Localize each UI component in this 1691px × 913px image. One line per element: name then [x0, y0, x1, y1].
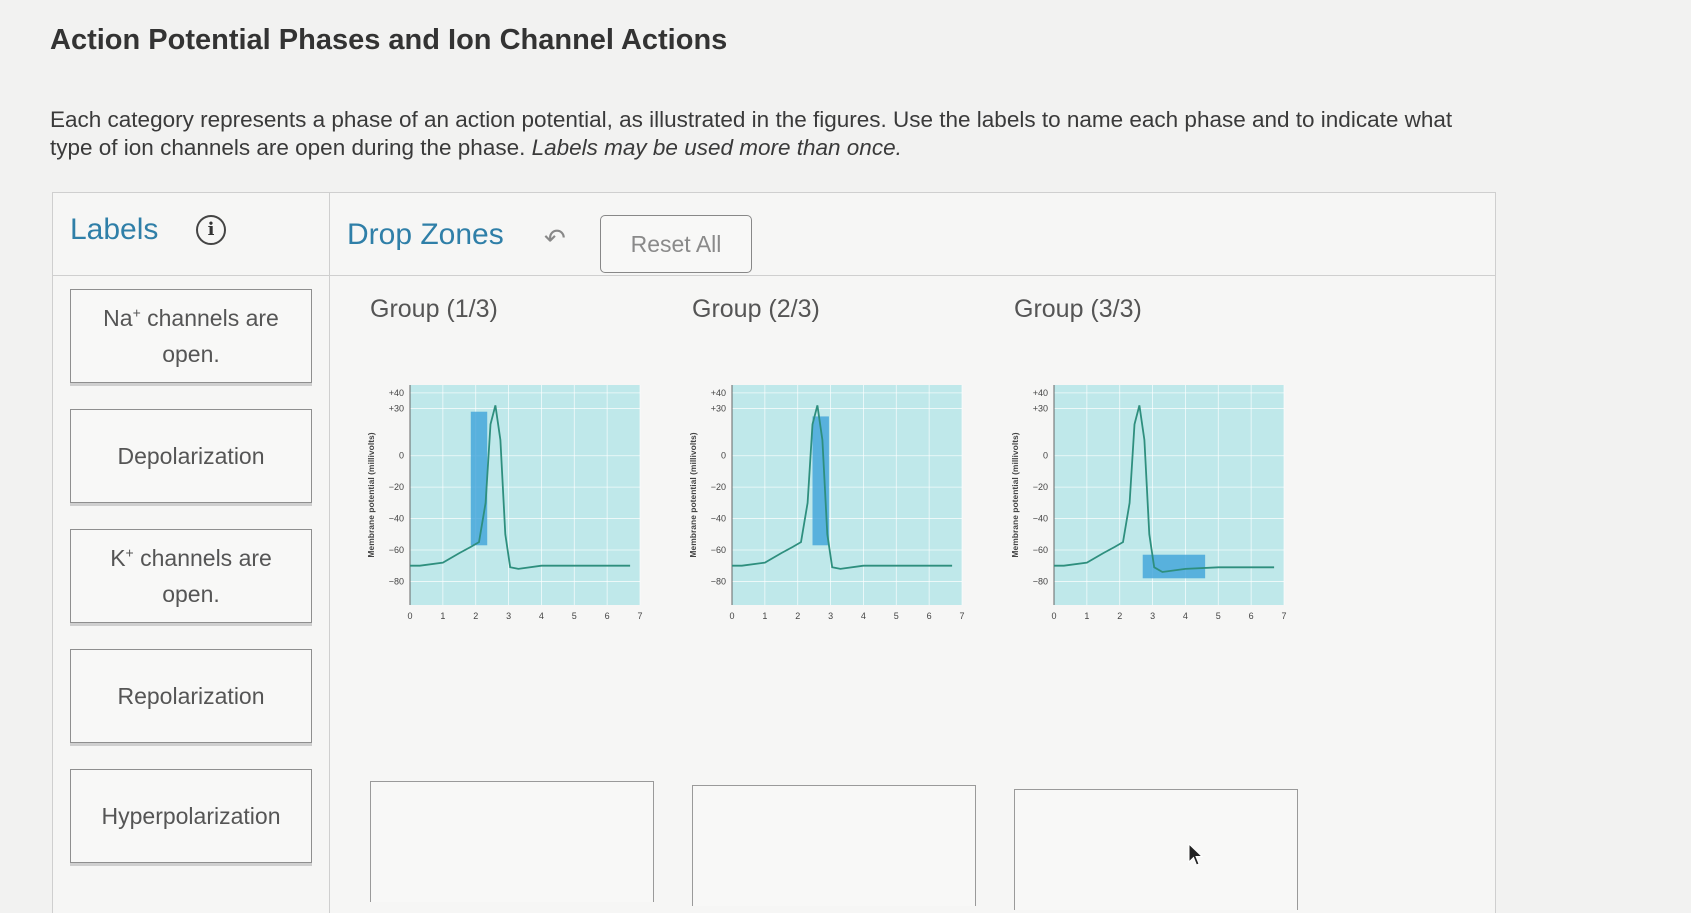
- y-tick-label: 0: [1043, 451, 1048, 461]
- undo-arrow-icon[interactable]: ↶: [544, 223, 566, 253]
- plot-area: [410, 385, 640, 605]
- activity-panel: Labels i Na+ channels are open. Depolari…: [52, 192, 1496, 913]
- x-tick-label: 6: [927, 611, 932, 621]
- x-tick-label: 1: [1084, 611, 1089, 621]
- chart-group-2: +40+300−20−40−60−8001234567MillisecondsM…: [688, 385, 965, 621]
- ion-charge: +: [125, 544, 134, 561]
- phase-highlight: [470, 411, 488, 546]
- x-tick-label: 7: [959, 611, 964, 621]
- x-tick-label: 5: [894, 611, 899, 621]
- ion-symbol: K: [110, 545, 126, 571]
- drop-zone-group-1[interactable]: [370, 781, 654, 902]
- x-tick-label: 7: [637, 611, 642, 621]
- mouse-cursor-icon: [1188, 843, 1204, 866]
- drop-zones-heading: Drop Zones: [347, 218, 504, 251]
- x-tick-label: 1: [762, 611, 767, 621]
- chart-group-3: +40+300−20−40−60−8001234567MillisecondsM…: [1010, 385, 1287, 621]
- label-depolarization[interactable]: Depolarization: [70, 409, 312, 503]
- info-icon[interactable]: i: [196, 215, 226, 245]
- group-title: Group (2/3): [692, 295, 820, 323]
- x-tick-label: 5: [1216, 611, 1221, 621]
- label-repolarization[interactable]: Repolarization: [70, 649, 312, 743]
- y-tick-label: −40: [1033, 514, 1048, 524]
- x-tick-label: 0: [729, 611, 734, 621]
- y-tick-label: −20: [711, 482, 726, 492]
- y-tick-label: −80: [1033, 576, 1048, 586]
- drop-zones-header: Drop Zones ↶ Reset All: [330, 193, 1495, 276]
- membrane-potential-line: [1054, 405, 1275, 573]
- y-tick-label: +40: [1033, 388, 1048, 398]
- label-na-channels-open[interactable]: Na+ channels are open.: [70, 289, 312, 383]
- plot-area: [732, 385, 962, 605]
- y-tick-label: −60: [1033, 545, 1048, 555]
- y-tick-label: −20: [389, 482, 404, 492]
- x-tick-label: 6: [1249, 611, 1254, 621]
- label-rest: channels are open.: [140, 305, 279, 367]
- y-tick-label: −80: [389, 576, 404, 586]
- label-k-channels-open[interactable]: K+ channels are open.: [70, 529, 312, 623]
- phase-highlight: [1142, 554, 1206, 579]
- labels-header: Labels i: [53, 193, 329, 276]
- y-tick-label: +40: [389, 388, 404, 398]
- phase-highlight: [812, 416, 829, 546]
- x-tick-label: 1: [440, 611, 445, 621]
- x-tick-label: 4: [1183, 611, 1188, 621]
- x-tick-label: 4: [539, 611, 544, 621]
- x-tick-label: 0: [407, 611, 412, 621]
- label-text: Hyperpolarization: [101, 803, 281, 829]
- y-axis-label: Membrane potential (millivolts): [688, 432, 698, 557]
- instructions-text: Each category represents a phase of an a…: [50, 107, 1453, 160]
- x-tick-label: 2: [1117, 611, 1122, 621]
- label-text: Repolarization: [117, 683, 265, 709]
- y-tick-label: −60: [389, 545, 404, 555]
- page-title: Action Potential Phases and Ion Channel …: [50, 24, 728, 56]
- drop-zones-area: Drop Zones ↶ Reset All Group (1/3) +40 +3…: [330, 193, 1495, 913]
- x-tick-label: 2: [795, 611, 800, 621]
- drop-zone-group-2[interactable]: [692, 785, 976, 906]
- group-2: Group (2/3) +40 +30 0 −20 −40 −60 −80 0 1 2 3 4 5 6 7 M…: [688, 295, 992, 621]
- y-tick-label: +30: [389, 404, 404, 414]
- instructions-note: Labels may be used more than once.: [531, 135, 902, 160]
- x-tick-label: 6: [605, 611, 610, 621]
- y-axis-label: Membrane potential (millivolts): [1010, 432, 1020, 557]
- label-hyperpolarization[interactable]: Hyperpolarization: [70, 769, 312, 863]
- y-tick-label: −20: [1033, 482, 1048, 492]
- chart-group-1: +40+300−20−40−60−8001234567MillisecondsM…: [366, 385, 643, 621]
- x-tick-label: 4: [861, 611, 866, 621]
- label-rest: channels are open.: [133, 545, 272, 607]
- group-3: Group (3/3) +40 +30 0 −20 −40 −60 −80 0 1 2 3 4 5 6 7 M…: [1010, 295, 1314, 621]
- labels-heading: Labels: [70, 213, 159, 246]
- y-tick-label: −80: [711, 576, 726, 586]
- drop-zone-group-3[interactable]: [1014, 789, 1298, 910]
- instructions: Each category represents a phase of an a…: [50, 106, 1490, 162]
- ion-charge: +: [132, 304, 141, 321]
- label-text: K+ channels are open.: [91, 540, 291, 612]
- label-text: Depolarization: [117, 443, 265, 469]
- y-tick-label: −60: [711, 545, 726, 555]
- group-title: Group (3/3): [1014, 295, 1142, 323]
- y-tick-label: −40: [711, 514, 726, 524]
- y-tick-label: +30: [1033, 404, 1048, 414]
- ion-symbol: Na: [103, 305, 133, 331]
- labels-column: Labels i Na+ channels are open. Depolari…: [53, 193, 330, 913]
- y-tick-label: −40: [389, 514, 404, 524]
- y-axis-label: Membrane potential (millivolts): [366, 432, 376, 557]
- y-tick-label: 0: [399, 451, 404, 461]
- x-tick-label: 0: [1051, 611, 1056, 621]
- y-tick-label: +30: [711, 404, 726, 414]
- x-tick-label: 7: [1281, 611, 1286, 621]
- x-tick-label: 3: [506, 611, 511, 621]
- group-1: Group (1/3) +40 +30 0 −20 −40 −60 −80 0 1 2 3 4 5 6 7 M…: [366, 295, 670, 621]
- x-tick-label: 3: [1150, 611, 1155, 621]
- label-text: Na+ channels are open.: [91, 300, 291, 372]
- reset-all-button[interactable]: Reset All: [600, 215, 752, 273]
- membrane-potential-line: [732, 405, 953, 570]
- group-title: Group (1/3): [370, 295, 498, 323]
- x-tick-label: 2: [473, 611, 478, 621]
- membrane-potential-line: [410, 405, 631, 570]
- x-tick-label: 5: [572, 611, 577, 621]
- y-tick-label: +40: [711, 388, 726, 398]
- y-tick-label: 0: [721, 451, 726, 461]
- x-tick-label: 3: [828, 611, 833, 621]
